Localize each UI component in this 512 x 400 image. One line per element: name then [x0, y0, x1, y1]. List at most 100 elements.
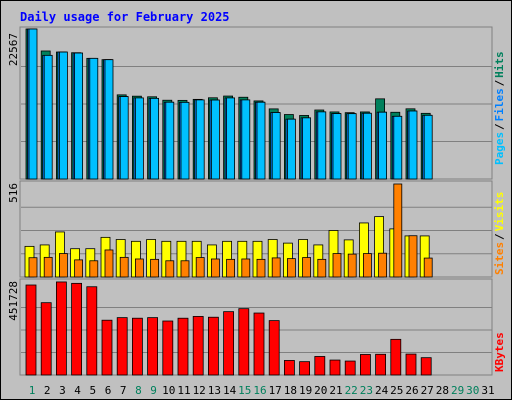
day-label: 14	[223, 384, 237, 397]
kbytes-bar	[71, 282, 82, 376]
pages-bar	[286, 118, 296, 180]
kbytes-bar	[101, 319, 113, 376]
day-label: 13	[208, 384, 221, 397]
day-label: 15	[238, 384, 251, 397]
kbytes-bar	[147, 317, 159, 376]
pages-bar	[180, 101, 190, 180]
sites-bar	[241, 258, 251, 278]
day-label: 1	[29, 384, 36, 397]
kbytes-bar	[359, 354, 371, 376]
pages-bar	[393, 115, 403, 180]
kbytes-bar	[131, 317, 143, 376]
sites-bar	[378, 252, 388, 278]
day-label: 29	[451, 384, 464, 397]
kbytes-bar	[192, 316, 204, 376]
pages-bar	[256, 101, 266, 180]
chart-title: Daily usage for February 2025	[20, 10, 230, 24]
kbytes-bar	[116, 317, 128, 376]
day-label: 5	[89, 384, 96, 397]
kbytes-bar	[253, 312, 265, 376]
day-label: 31	[481, 384, 494, 397]
kbytes-bar	[86, 286, 98, 376]
sites-bar	[210, 258, 220, 278]
pages-bar	[317, 111, 327, 180]
day-label: 20	[314, 384, 327, 397]
sites-bar	[134, 258, 144, 278]
kbytes-bar	[329, 359, 341, 376]
legend-label: Pages	[493, 132, 506, 165]
sites-bar	[347, 253, 357, 278]
pages-bar	[423, 114, 433, 180]
pages-bar	[241, 99, 251, 180]
pages-bar	[408, 110, 418, 180]
day-label: 27	[421, 384, 434, 397]
pages-bar	[150, 97, 160, 180]
kbytes-bar	[405, 353, 417, 376]
legend-label: Visits	[493, 192, 506, 232]
pages-bar	[302, 117, 312, 180]
sites-bar	[28, 257, 38, 278]
sites-bar	[43, 256, 53, 278]
day-label: 16	[253, 384, 266, 397]
day-label: 6	[105, 384, 112, 397]
pages-bar	[271, 112, 281, 180]
kbytes-ymax-label: 451728	[7, 281, 20, 321]
legend-label: /	[493, 79, 506, 86]
pages-bar	[347, 113, 357, 180]
kbytes-bar	[344, 360, 356, 376]
day-label: 4	[74, 384, 81, 397]
kbytes-bar	[283, 360, 295, 376]
pages-bar	[104, 59, 114, 180]
sites-bar	[271, 257, 281, 278]
day-label: 11	[177, 384, 190, 397]
kbytes-bar	[268, 320, 280, 376]
pages-bar	[226, 97, 236, 180]
visits-ymax-label: 516	[7, 183, 20, 203]
sites-bar	[393, 183, 403, 278]
kbytes-bar	[56, 281, 67, 376]
legend-label: KBytes	[493, 332, 506, 372]
day-label: 24	[375, 384, 389, 397]
pages-bar	[195, 99, 205, 180]
kbytes-legend: KBytes	[493, 332, 506, 372]
day-label: 21	[329, 384, 342, 397]
day-label: 30	[466, 384, 479, 397]
day-label: 26	[405, 384, 418, 397]
day-label: 18	[284, 384, 297, 397]
day-label: 2	[44, 384, 51, 397]
day-label: 17	[269, 384, 282, 397]
hits-ymax-label: 22567	[7, 33, 20, 66]
legend-label: Files	[493, 88, 506, 121]
day-label: 22	[345, 384, 358, 397]
kbytes-bar	[314, 356, 326, 376]
kbytes-bar	[25, 284, 37, 376]
sites-bar	[332, 253, 342, 278]
sites-bar	[165, 260, 175, 278]
kbytes-bar	[375, 353, 387, 376]
pages-bar	[332, 113, 342, 180]
kbytes-bar	[177, 317, 189, 376]
sites-bar	[59, 253, 68, 278]
day-label: 28	[436, 384, 449, 397]
sites-bar	[226, 258, 236, 278]
day-label: 8	[135, 384, 142, 397]
day-label: 25	[390, 384, 403, 397]
sites-bar	[89, 260, 99, 278]
sites-bar	[408, 235, 418, 278]
sites-bar	[119, 256, 129, 278]
day-label: 19	[299, 384, 312, 397]
pages-bar	[362, 112, 372, 180]
day-label: 10	[162, 384, 175, 397]
hits-legend: Pages/Files/Hits	[493, 51, 506, 165]
pages-bar	[134, 97, 144, 180]
kbytes-bar	[420, 357, 432, 376]
sites-bar	[104, 249, 114, 278]
sites-bar	[74, 259, 83, 278]
day-label: 9	[150, 384, 157, 397]
pages-bar	[210, 99, 220, 180]
pages-bar	[119, 96, 129, 180]
pages-bar	[89, 57, 99, 180]
legend-label: /	[493, 233, 506, 240]
sites-bar	[195, 257, 205, 278]
